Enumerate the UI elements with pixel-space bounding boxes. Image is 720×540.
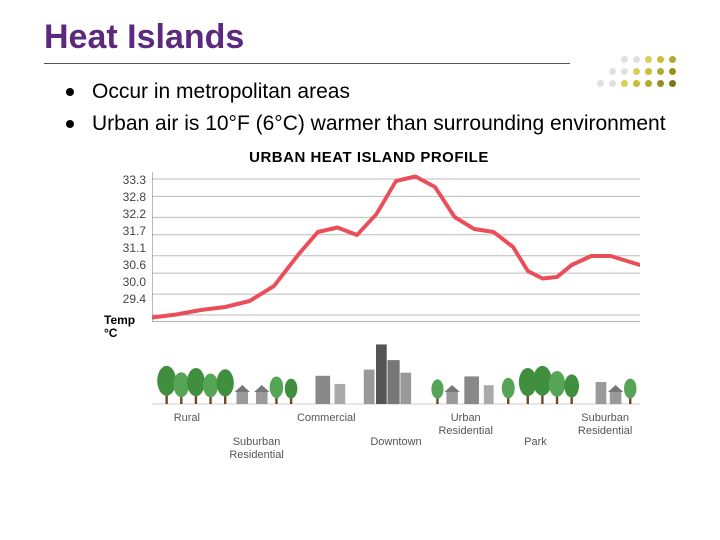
decor-dot-icon <box>633 56 640 63</box>
x-axis-label: Rural <box>152 412 222 437</box>
bullet-marker-icon <box>66 120 74 128</box>
decor-dot-icon <box>621 68 628 75</box>
y-ticks: 33.332.832.231.731.130.630.029.4 <box>98 172 152 308</box>
x-axis-label: Downtown <box>361 436 431 461</box>
decor-dot-icon <box>633 80 640 87</box>
x-axis-labels: RuralSuburban ResidentialCommercialDownt… <box>152 406 640 437</box>
decor-dot-icon <box>645 56 652 63</box>
decor-dot-icon <box>657 68 664 75</box>
y-axis-label: Temp °C <box>98 314 152 340</box>
x-axis-label: Suburban Residential <box>222 436 292 461</box>
chart-title: URBAN HEAT ISLAND PROFILE <box>98 149 640 166</box>
chart-container: URBAN HEAT ISLAND PROFILE 33.332.832.231… <box>98 149 640 438</box>
plot-area <box>152 172 640 322</box>
x-axis-label: Park <box>501 436 571 461</box>
bullet-text: Urban air is 10°F (6°C) warmer than surr… <box>92 110 666 138</box>
x-axis-label: Urban Residential <box>431 412 501 437</box>
decor-dot-icon <box>597 80 604 87</box>
decor-dot-icon <box>633 68 640 75</box>
y-tick-label: 29.4 <box>98 291 152 308</box>
decor-dot-icon <box>621 56 628 63</box>
decor-dot-icon <box>621 80 628 87</box>
grid-lines <box>152 179 640 315</box>
x-axis-label: Suburban Residential <box>570 412 640 437</box>
corner-dot-grid <box>585 56 678 89</box>
y-tick-label: 32.2 <box>98 206 152 223</box>
decor-dot-icon <box>645 68 652 75</box>
decor-dot-icon <box>657 56 664 63</box>
decor-dot-icon <box>609 68 616 75</box>
bullet-text: Occur in metropolitan areas <box>92 78 350 106</box>
chart-svg <box>152 172 640 322</box>
decor-dot-icon <box>645 80 652 87</box>
y-tick-label: 33.3 <box>98 172 152 189</box>
y-tick-label: 31.7 <box>98 223 152 240</box>
decor-dot-icon <box>597 56 604 63</box>
decor-dot-icon <box>609 56 616 63</box>
temperature-line <box>152 176 640 317</box>
y-axis: 33.332.832.231.731.130.630.029.4 Temp °C <box>98 172 152 340</box>
decor-dot-icon <box>609 80 616 87</box>
decor-dot-icon <box>669 80 676 87</box>
decor-dot-icon <box>669 56 676 63</box>
decor-dot-icon <box>657 80 664 87</box>
scene-illustration <box>152 340 640 406</box>
decor-dot-icon <box>669 68 676 75</box>
chart-body: 33.332.832.231.731.130.630.029.4 Temp °C <box>98 172 640 340</box>
decor-dot-icon <box>585 56 592 63</box>
decor-dot-icon <box>585 80 592 87</box>
y-tick-label: 32.8 <box>98 189 152 206</box>
y-tick-label: 30.0 <box>98 274 152 291</box>
scene-svg <box>152 339 640 405</box>
bullet-item: Urban air is 10°F (6°C) warmer than surr… <box>66 110 680 138</box>
decor-dot-icon <box>585 68 592 75</box>
x-axis-label: Commercial <box>291 412 361 437</box>
decor-dot-icon <box>597 68 604 75</box>
scene-group <box>157 344 636 404</box>
y-axis-label-bottom: °C <box>104 326 117 340</box>
y-tick-label: 31.1 <box>98 240 152 257</box>
slide-title: Heat Islands <box>44 18 570 64</box>
y-tick-label: 30.6 <box>98 257 152 274</box>
bullet-marker-icon <box>66 88 74 96</box>
y-axis-label-top: Temp <box>104 313 135 327</box>
